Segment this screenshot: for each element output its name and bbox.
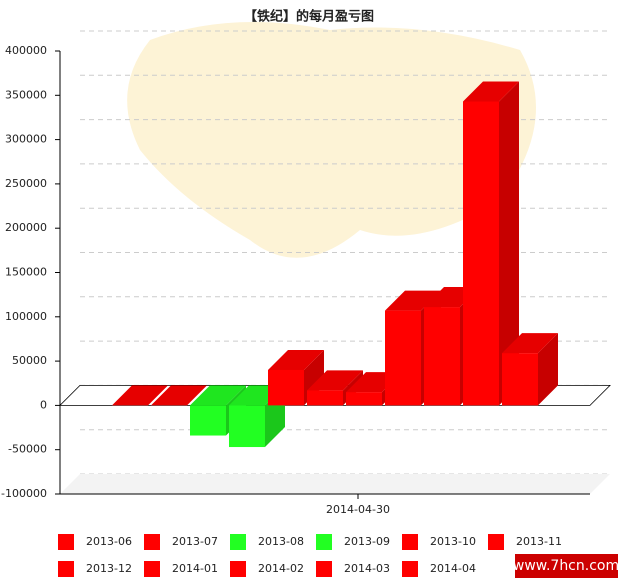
bar — [424, 307, 460, 406]
bar — [385, 310, 421, 406]
map-background — [127, 22, 536, 258]
legend-swatch — [144, 534, 160, 550]
legend-label: 2014-03 — [344, 562, 390, 575]
legend-swatch — [230, 534, 246, 550]
y-tick-label: 200000 — [5, 221, 47, 234]
watermark-box — [515, 554, 618, 578]
legend-swatch — [316, 561, 332, 577]
bar — [346, 392, 382, 406]
legend-label: 2013-08 — [258, 535, 304, 548]
legend-label: 2013-12 — [86, 562, 132, 575]
bar-side — [538, 333, 558, 406]
watermark: www.7hcn.com — [513, 558, 618, 574]
legend-label: 2013-09 — [344, 535, 390, 548]
bar-top — [463, 81, 519, 102]
y-tick-label: 400000 — [5, 44, 47, 57]
legend-label: 2013-11 — [516, 535, 562, 548]
bar — [502, 353, 538, 406]
floor — [60, 474, 610, 494]
bar — [307, 390, 343, 406]
y-tick-label: 50000 — [12, 354, 47, 367]
legend-swatch — [316, 534, 332, 550]
y-tick-label: 350000 — [5, 88, 47, 101]
bar-top — [307, 370, 363, 391]
bar-side — [499, 81, 519, 406]
legend-swatch — [402, 534, 418, 550]
legend-label: 2013-06 — [86, 535, 132, 548]
bar-group — [151, 385, 207, 406]
bar-group — [502, 333, 558, 406]
legend-label: 2014-04 — [430, 562, 476, 575]
legend-swatch — [58, 561, 74, 577]
bar-top — [268, 349, 324, 370]
bar — [229, 405, 265, 448]
bar-top — [151, 385, 207, 406]
bar — [190, 405, 226, 436]
legend-label: 2013-10 — [430, 535, 476, 548]
y-tick-label: -50000 — [8, 443, 47, 456]
x-tick-label: 2014-04-30 — [326, 503, 390, 516]
legend-label: 2013-07 — [172, 535, 218, 548]
legend-label: 2014-01 — [172, 562, 218, 575]
bar-group — [463, 81, 519, 406]
bar — [463, 101, 499, 406]
y-tick-label: 0 — [40, 398, 47, 411]
legend-swatch — [488, 534, 504, 550]
legend-label: 2014-02 — [258, 562, 304, 575]
legend-swatch — [230, 561, 246, 577]
y-tick-label: -100000 — [1, 487, 47, 500]
bar — [268, 369, 304, 406]
y-tick-label: 250000 — [5, 177, 47, 190]
legend-swatch — [144, 561, 160, 577]
bar-group — [112, 385, 168, 406]
legend-swatch — [402, 561, 418, 577]
legend-swatch — [58, 534, 74, 550]
chart-title: 【铁纪】的每月盈亏图 — [244, 9, 374, 25]
y-tick-label: 300000 — [5, 133, 47, 146]
bar-top — [112, 385, 168, 406]
y-tick-label: 150000 — [5, 266, 47, 279]
bar-top — [502, 333, 558, 354]
bar-top — [190, 385, 246, 406]
y-tick-label: 100000 — [5, 310, 47, 323]
bar-top — [385, 290, 441, 311]
